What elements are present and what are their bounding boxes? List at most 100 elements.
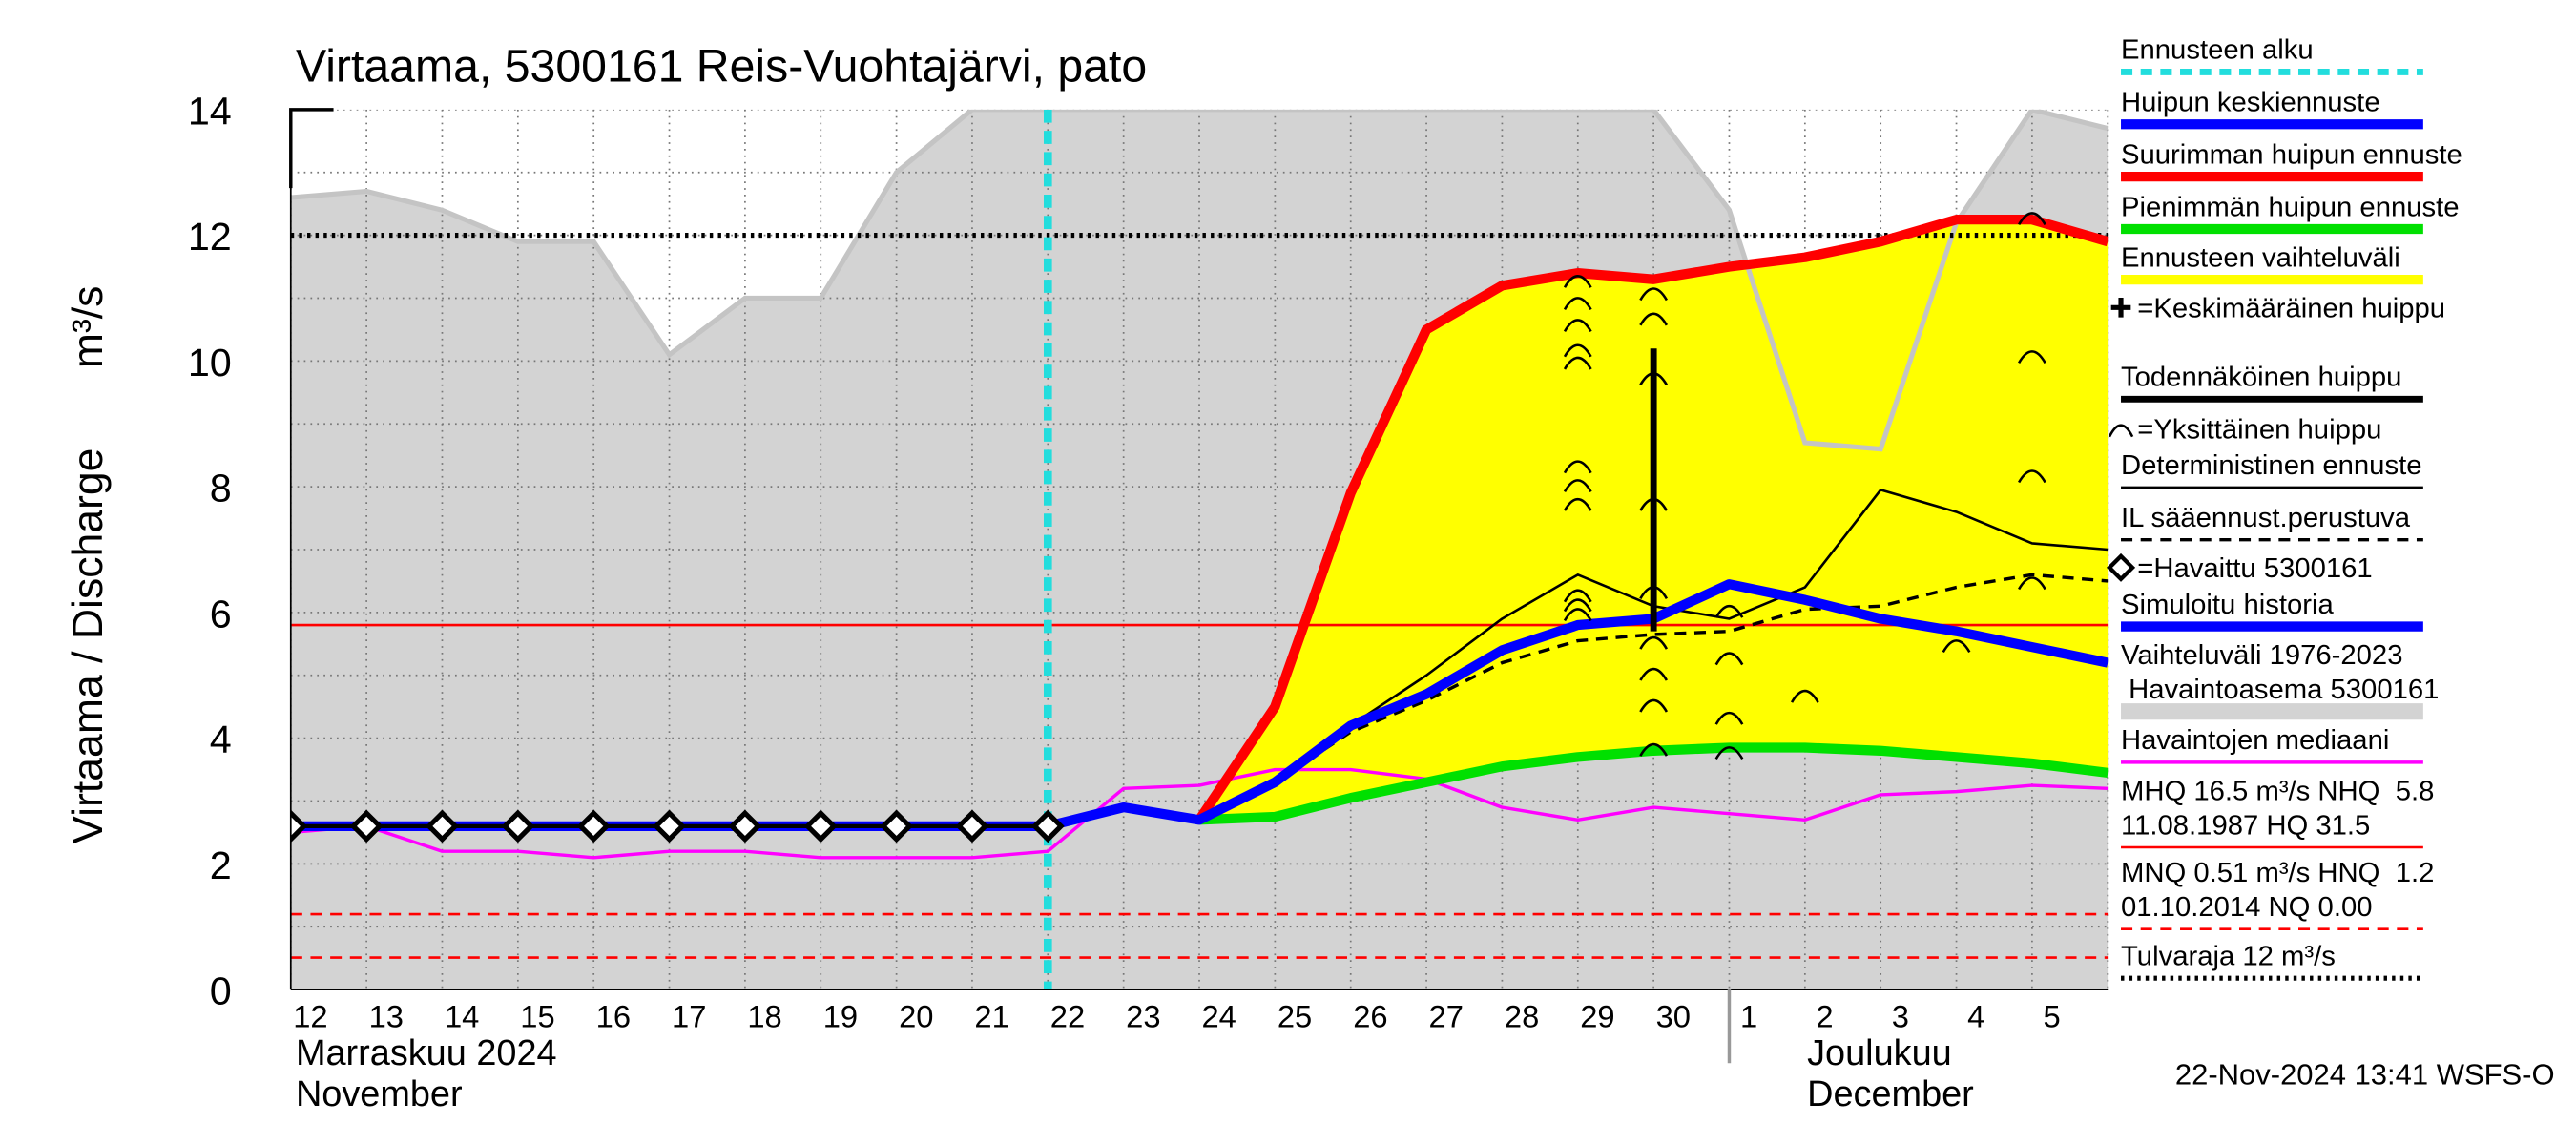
peak-marker xyxy=(1563,608,1592,622)
peak-marker xyxy=(1714,652,1744,666)
peak-marker xyxy=(1639,312,1669,326)
x-tick-label: 13 xyxy=(369,999,404,1034)
x-tick-label: 15 xyxy=(520,999,554,1034)
observed-marker xyxy=(728,809,762,843)
observed-marker xyxy=(803,809,838,843)
peak-marker xyxy=(1714,711,1744,725)
month-label: Joulukuu xyxy=(1807,1033,1952,1073)
footer: 22-Nov-2024 13:41 WSFS-O xyxy=(2175,1058,2555,1092)
peak-marker xyxy=(1639,635,1669,650)
peak-marker xyxy=(1563,319,1592,333)
y-tick-label: 8 xyxy=(210,467,232,510)
legend-label: =Yksittäinen huippu xyxy=(2137,414,2381,445)
legend-label: Deterministinen ennuste xyxy=(2121,450,2421,481)
peak-marker xyxy=(1639,372,1669,386)
observed-marker xyxy=(426,809,459,843)
x-tick-label: 12 xyxy=(293,999,327,1034)
legend-label: 01.10.2014 NQ 0.00 xyxy=(2121,892,2372,923)
month-label: November xyxy=(296,1074,463,1114)
legend-label: MNQ 0.51 m³/s HNQ 1.2 xyxy=(2121,858,2434,888)
series-line xyxy=(290,767,2109,860)
legend-label: Vaihteluväli 1976-2023 xyxy=(2121,640,2402,671)
y-tick-label: 4 xyxy=(210,718,232,761)
observed-marker xyxy=(1030,809,1065,843)
legend-label: 11.08.1987 HQ 31.5 xyxy=(2121,810,2370,841)
legend-label: Havaintoasema 5300161 xyxy=(2121,675,2439,705)
variability-band-edge xyxy=(290,109,2109,452)
series-line xyxy=(1198,742,2109,825)
peak-marker xyxy=(1563,497,1592,511)
x-tick-label: 20 xyxy=(899,999,933,1034)
x-tick-label: 28 xyxy=(1505,999,1539,1034)
peak-marker xyxy=(1714,604,1744,618)
x-tick-label: 23 xyxy=(1126,999,1160,1034)
peak-marker xyxy=(2018,469,2046,484)
x-tick-label: 16 xyxy=(596,999,631,1034)
series-line xyxy=(1274,572,2109,784)
peak-marker xyxy=(1714,746,1744,760)
legend-label: Havaintojen mediaani xyxy=(2121,725,2389,756)
legend-label: Todennäköinen huippu xyxy=(2121,363,2401,393)
peak-marker xyxy=(1563,589,1592,603)
observed-marker xyxy=(653,809,686,843)
observed-marker xyxy=(576,809,611,843)
plot-area xyxy=(290,109,2109,990)
x-tick-label: 14 xyxy=(445,999,479,1034)
y-tick-label: 0 xyxy=(210,969,232,1013)
series-line xyxy=(1195,215,2109,823)
legend-label: =Havaittu 5300161 xyxy=(2137,553,2372,584)
legend-symbol xyxy=(2110,298,2131,318)
y-tick-label: 14 xyxy=(188,89,232,133)
peak-marker xyxy=(1639,287,1669,302)
legend-label: Ennusteen vaihteluväli xyxy=(2121,242,2400,273)
peak-marker xyxy=(1563,344,1592,358)
x-tick-label: 19 xyxy=(823,999,858,1034)
corner-bracket xyxy=(289,108,334,189)
legend-symbol xyxy=(2106,552,2136,582)
peak-marker xyxy=(1563,479,1592,493)
x-tick-label: 27 xyxy=(1429,999,1464,1034)
x-tick-label: 4 xyxy=(1967,999,1984,1034)
peak-marker xyxy=(1639,497,1669,511)
legend-label: =Keskimääräinen huippu xyxy=(2137,294,2445,324)
x-tick-label: 18 xyxy=(747,999,781,1034)
peak-marker xyxy=(1639,698,1669,713)
legend-label: Ennusteen alku xyxy=(2121,35,2314,66)
peak-marker xyxy=(1563,297,1592,311)
x-tick-label: 1 xyxy=(1740,999,1757,1034)
observed-marker xyxy=(955,809,989,843)
month-label: December xyxy=(1807,1074,1974,1114)
y-tick-label: 6 xyxy=(210,592,232,635)
peak-marker xyxy=(1639,742,1669,757)
peak-marker xyxy=(1942,639,1971,654)
legend-label: MHQ 16.5 m³/s NHQ 5.8 xyxy=(2121,776,2434,806)
peak-marker xyxy=(1563,356,1592,370)
peak-marker xyxy=(2018,212,2046,226)
x-tick-label: 5 xyxy=(2043,999,2060,1034)
peak-marker xyxy=(2018,350,2046,364)
peak-marker xyxy=(1563,460,1592,474)
legend-label: Huipun keskiennuste xyxy=(2121,88,2380,118)
legend: Ennusteen alku Huipun keskiennuste Suurimm… xyxy=(2106,35,2462,981)
peak-marker xyxy=(1639,667,1669,681)
x-tick-label: 30 xyxy=(1656,999,1691,1034)
legend-symbol xyxy=(2108,424,2134,438)
x-tick-label: 29 xyxy=(1580,999,1614,1034)
month-label: Marraskuu 2024 xyxy=(296,1033,557,1073)
chart-title: Virtaama, 5300161 Reis-Vuohtajärvi, pato xyxy=(296,41,1147,93)
y-tick-label: 12 xyxy=(188,215,232,259)
legend-label: IL sääennust.perustuva xyxy=(2121,503,2411,533)
peak-marker xyxy=(1563,598,1592,613)
peak-marker xyxy=(1639,586,1669,600)
legend-label: Tulvaraja 12 m³/s xyxy=(2121,941,2336,971)
peak-marker xyxy=(1790,689,1819,703)
legend-label: Suurimman huipun ennuste xyxy=(2121,139,2462,170)
series-line xyxy=(1047,579,2109,831)
legend-label: Pienimmän huipun ennuste xyxy=(2121,192,2460,222)
x-tick-label: 22 xyxy=(1050,999,1085,1034)
peak-marker xyxy=(1563,275,1592,288)
observed-marker xyxy=(880,809,914,843)
